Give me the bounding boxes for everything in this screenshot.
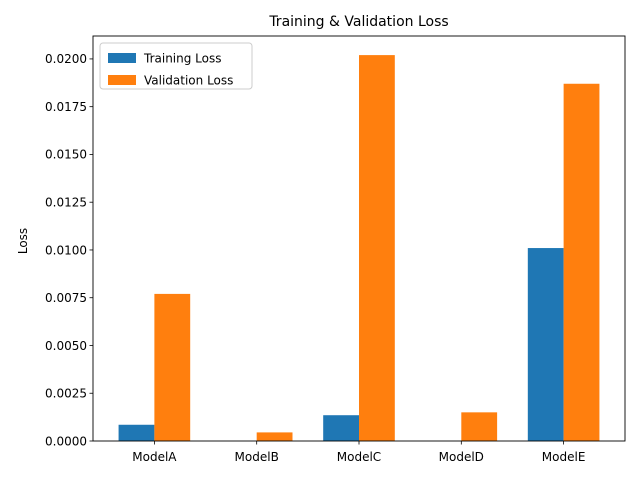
x-tick-label: ModelA — [132, 450, 177, 464]
y-tick-label: 0.0025 — [45, 387, 87, 401]
bar-validation-ModelA — [154, 293, 191, 441]
bar-training-ModelE — [527, 248, 564, 441]
y-axis-label: Loss — [16, 228, 30, 254]
y-tick-label: 0.0000 — [45, 434, 87, 448]
x-tick-label: ModelE — [542, 450, 586, 464]
x-tick-label: ModelC — [337, 450, 381, 464]
legend-swatch-training — [108, 53, 136, 63]
y-tick-label: 0.0175 — [45, 100, 87, 114]
plot-frame — [92, 35, 626, 442]
chart-title: Training & Validation Loss — [268, 14, 448, 30]
legend: Training Loss Validation Loss — [99, 42, 253, 90]
bar-training-ModelC — [323, 415, 359, 441]
y-tick-label: 0.0125 — [45, 196, 87, 210]
bar-validation-ModelD — [461, 412, 498, 441]
legend-label-training: Training Loss — [143, 52, 221, 66]
y-tick-label: 0.0150 — [45, 148, 87, 162]
bars-group — [118, 55, 600, 442]
x-tick-label: ModelB — [235, 450, 279, 464]
y-ticks-group: 0.0000 0.0025 0.0050 0.0075 0.0100 0.0125 0.01… — [45, 52, 93, 448]
y-tick-label: 0.0200 — [45, 52, 87, 66]
legend-label-validation: Validation Loss — [144, 74, 233, 88]
legend-swatch-validation — [108, 75, 136, 85]
y-tick-label: 0.0075 — [45, 291, 87, 305]
x-tick-label: ModelD — [439, 450, 484, 464]
y-tick-label: 0.0050 — [45, 339, 87, 353]
y-tick-label: 0.0100 — [45, 243, 87, 257]
bar-validation-ModelE — [563, 83, 600, 442]
bar-validation-ModelC — [359, 55, 395, 442]
bar-validation-ModelB — [256, 432, 293, 441]
legend-box — [99, 42, 253, 90]
bar-training-ModelA — [118, 424, 155, 441]
x-ticks-group: ModelA ModelB ModelC ModelD ModelE — [132, 441, 585, 464]
